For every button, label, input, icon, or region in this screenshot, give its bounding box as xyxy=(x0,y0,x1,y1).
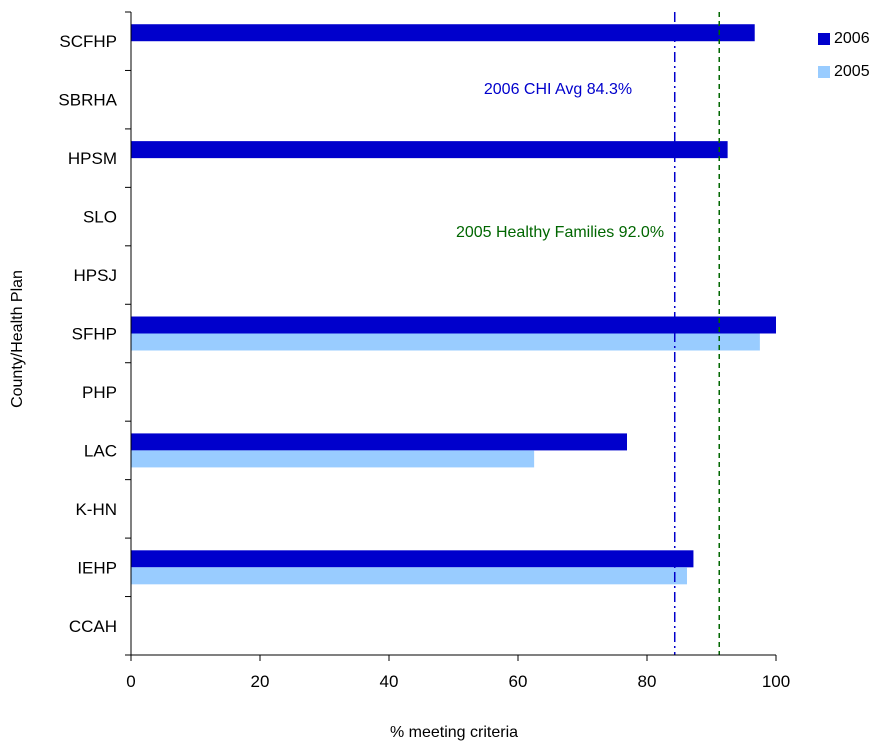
legend-swatch-2006 xyxy=(818,32,830,45)
bars-layer xyxy=(131,24,776,585)
y-tick-label-k-hn: K-HN xyxy=(75,500,117,519)
y-axis-title: County/Health Plan xyxy=(9,270,26,408)
x-axis-title: % meeting criteria xyxy=(390,724,518,741)
y-tick-label-lac: LAC xyxy=(84,441,117,460)
legend-swatch-2005 xyxy=(818,65,830,78)
x-tick-label-100: 100 xyxy=(762,672,790,691)
bar-hpsm-2006 xyxy=(131,141,728,159)
y-tick-label-sfhp: SFHP xyxy=(72,325,117,344)
legend-label-2006: 2006 xyxy=(834,29,870,47)
bar-sfhp-2006 xyxy=(131,316,776,334)
y-tick-label-ccah: CCAH xyxy=(69,617,117,636)
x-tick-label-20: 20 xyxy=(251,672,270,691)
x-tick-label-60: 60 xyxy=(509,672,528,691)
bar-lac-2006 xyxy=(131,433,628,451)
bar-lac-2005 xyxy=(131,450,535,468)
y-tick-label-scfhp: SCFHP xyxy=(59,32,117,51)
x-tick-label-80: 80 xyxy=(638,672,657,691)
reference-lines-layer xyxy=(673,12,720,655)
y-tick-label-hpsm: HPSM xyxy=(68,149,117,168)
axes-layer: SCFHP SBRHA HPSM SLO HPSJ SFHP PHP LAC K-HN IEHP C… xyxy=(58,11,790,691)
legend-item-2006: 2006 xyxy=(818,22,870,55)
y-tick-label-slo: SLO xyxy=(83,208,117,227)
reference-line-label-healthy-families: 2005 Healthy Families 92.0% xyxy=(456,224,664,241)
legend-item-2005: 2005 xyxy=(818,55,870,88)
legend: 2006 2005 xyxy=(818,22,870,88)
x-tick-label-0: 0 xyxy=(126,672,135,691)
bar-sfhp-2005 xyxy=(131,333,760,351)
reference-line-label-chi-avg: 2006 CHI Avg 84.3% xyxy=(484,81,632,98)
bar-iehp-2005 xyxy=(131,567,687,585)
bar-scfhp-2006 xyxy=(131,24,755,42)
legend-label-2005: 2005 xyxy=(834,62,870,80)
x-tick-label-40: 40 xyxy=(380,672,399,691)
y-tick-label-hpsj: HPSJ xyxy=(74,266,117,285)
y-tick-label-sbrha: SBRHA xyxy=(58,91,117,110)
y-tick-label-iehp: IEHP xyxy=(77,558,117,577)
y-tick-label-php: PHP xyxy=(82,383,117,402)
bar-iehp-2006 xyxy=(131,550,694,568)
